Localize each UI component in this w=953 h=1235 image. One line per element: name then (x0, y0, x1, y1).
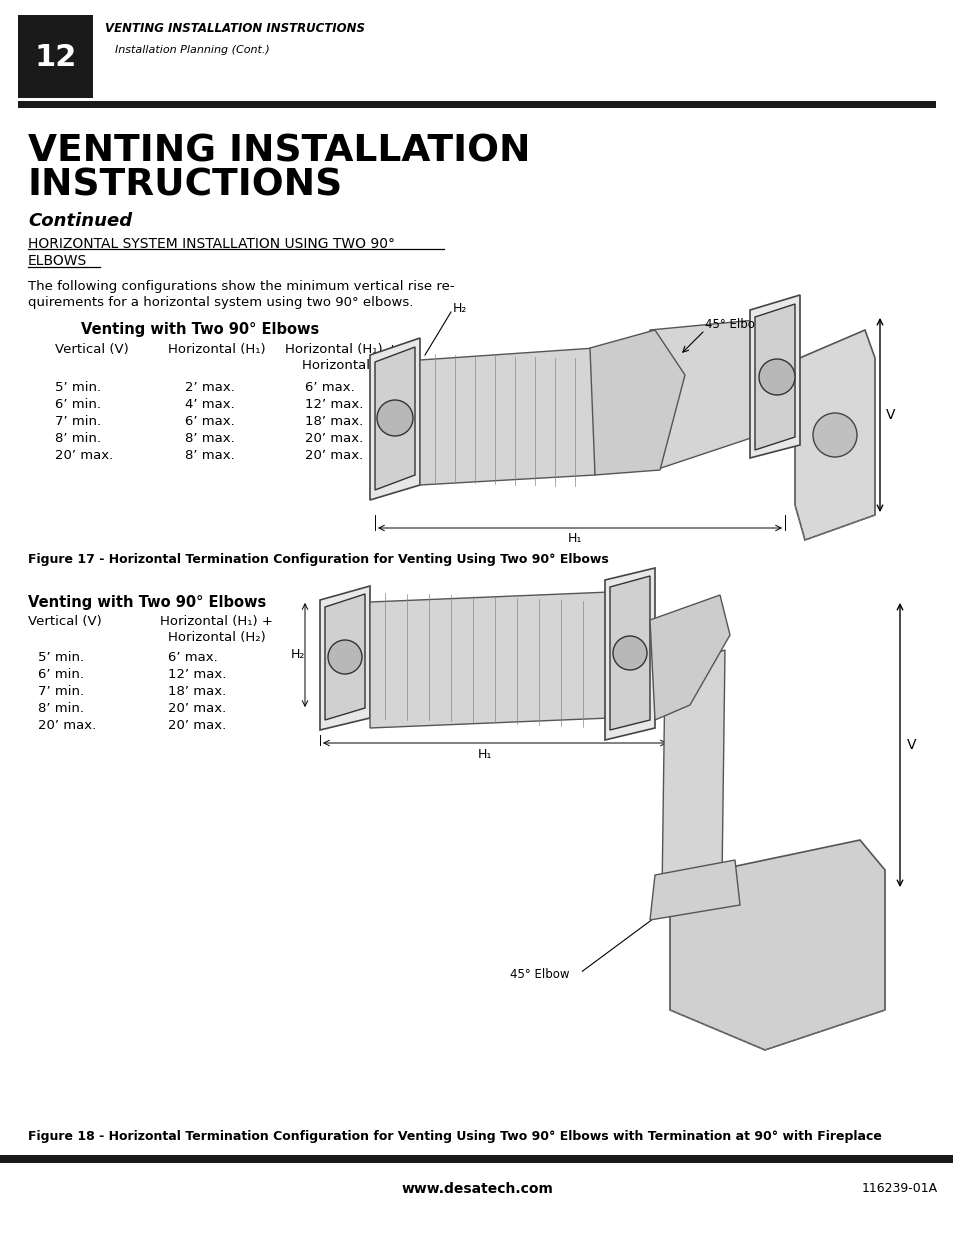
Text: 8’ max.: 8’ max. (185, 450, 234, 462)
Text: H₁: H₁ (567, 531, 581, 545)
Text: INSTRUCTIONS: INSTRUCTIONS (28, 168, 343, 204)
Text: 2’ max.: 2’ max. (185, 382, 234, 394)
Text: 12’ max.: 12’ max. (168, 668, 226, 680)
Text: 8’ min.: 8’ min. (38, 701, 84, 715)
Text: Horizontal (H₂): Horizontal (H₂) (168, 631, 266, 643)
Polygon shape (649, 595, 729, 720)
Text: Venting with Two 90° Elbows: Venting with Two 90° Elbows (81, 322, 319, 337)
Polygon shape (325, 594, 365, 720)
Text: 18’ max.: 18’ max. (305, 415, 363, 429)
Polygon shape (370, 592, 609, 727)
Polygon shape (794, 330, 874, 540)
Text: quirements for a horizontal system using two 90° elbows.: quirements for a horizontal system using… (28, 296, 413, 309)
Text: 20’ max.: 20’ max. (168, 701, 226, 715)
Polygon shape (669, 840, 884, 1050)
Polygon shape (649, 320, 760, 471)
Polygon shape (604, 568, 655, 740)
Text: 6’ min.: 6’ min. (38, 668, 84, 680)
Polygon shape (419, 348, 595, 485)
Polygon shape (589, 330, 684, 475)
Polygon shape (319, 585, 370, 730)
Polygon shape (649, 860, 740, 920)
Text: HORIZONTAL SYSTEM INSTALLATION USING TWO 90°: HORIZONTAL SYSTEM INSTALLATION USING TWO… (28, 237, 395, 251)
Text: 20’ max.: 20’ max. (168, 719, 226, 732)
Text: 20’ max.: 20’ max. (38, 719, 96, 732)
Text: ELBOWS: ELBOWS (28, 254, 87, 268)
Polygon shape (370, 338, 419, 500)
Bar (18, 101, 935, 107)
Text: 116239-01A: 116239-01A (861, 1182, 937, 1195)
Text: 7’ min.: 7’ min. (55, 415, 101, 429)
Text: Figure 17 - Horizontal Termination Configuration for Venting Using Two 90° Elbow: Figure 17 - Horizontal Termination Confi… (28, 553, 608, 566)
Bar (0, 1155, 953, 1163)
Text: 8’ max.: 8’ max. (185, 432, 234, 445)
Text: 7’ min.: 7’ min. (38, 685, 84, 698)
Text: 6’ max.: 6’ max. (168, 651, 217, 664)
Text: Continued: Continued (28, 212, 132, 230)
Text: 5’ min.: 5’ min. (55, 382, 101, 394)
Circle shape (759, 359, 794, 395)
Text: 6’ min.: 6’ min. (55, 398, 101, 411)
Polygon shape (754, 304, 794, 450)
Text: Horizontal (H₁) +: Horizontal (H₁) + (160, 615, 273, 629)
Text: Venting with Two 90° Elbows: Venting with Two 90° Elbows (28, 595, 266, 610)
Text: 8’ min.: 8’ min. (55, 432, 101, 445)
Text: 6’ max.: 6’ max. (185, 415, 234, 429)
Circle shape (376, 400, 413, 436)
Text: www.desatech.com: www.desatech.com (400, 1182, 553, 1195)
Text: 12: 12 (34, 42, 77, 72)
Text: 6’ max.: 6’ max. (305, 382, 355, 394)
Text: Vertical (V): Vertical (V) (28, 615, 102, 629)
Bar (18, 15, 92, 98)
Text: 20’ max.: 20’ max. (305, 432, 363, 445)
Text: 18’ max.: 18’ max. (168, 685, 226, 698)
Text: V: V (906, 739, 916, 752)
Circle shape (328, 640, 361, 674)
Text: 4’ max.: 4’ max. (185, 398, 234, 411)
Text: Figure 18 - Horizontal Termination Configuration for Venting Using Two 90° Elbow: Figure 18 - Horizontal Termination Confi… (28, 1130, 881, 1144)
Text: VENTING INSTALLATION: VENTING INSTALLATION (28, 133, 530, 169)
Text: H₂: H₂ (453, 301, 467, 315)
Polygon shape (749, 295, 800, 458)
Text: H₂: H₂ (291, 648, 305, 662)
Text: V: V (885, 408, 895, 422)
Polygon shape (375, 347, 415, 490)
Text: 20’ max.: 20’ max. (305, 450, 363, 462)
Circle shape (613, 636, 646, 671)
Text: The following configurations show the minimum vertical rise re-: The following configurations show the mi… (28, 280, 455, 293)
Circle shape (812, 412, 856, 457)
Polygon shape (661, 650, 724, 895)
Text: 5’ min.: 5’ min. (38, 651, 84, 664)
Text: Horizontal (H₂): Horizontal (H₂) (302, 359, 399, 372)
Text: H₁: H₁ (477, 748, 492, 762)
Text: VENTING INSTALLATION INSTRUCTIONS: VENTING INSTALLATION INSTRUCTIONS (105, 21, 365, 35)
Text: Horizontal (H₁): Horizontal (H₁) (168, 343, 265, 356)
Polygon shape (609, 576, 649, 730)
Text: 20’ max.: 20’ max. (55, 450, 113, 462)
Text: 12’ max.: 12’ max. (305, 398, 363, 411)
Text: Horizontal (H₁) +: Horizontal (H₁) + (285, 343, 397, 356)
Text: 45° Elbow: 45° Elbow (704, 319, 763, 331)
Text: Installation Planning (Cont.): Installation Planning (Cont.) (115, 44, 270, 56)
Text: Vertical (V): Vertical (V) (55, 343, 129, 356)
Text: 45° Elbow: 45° Elbow (510, 968, 569, 982)
